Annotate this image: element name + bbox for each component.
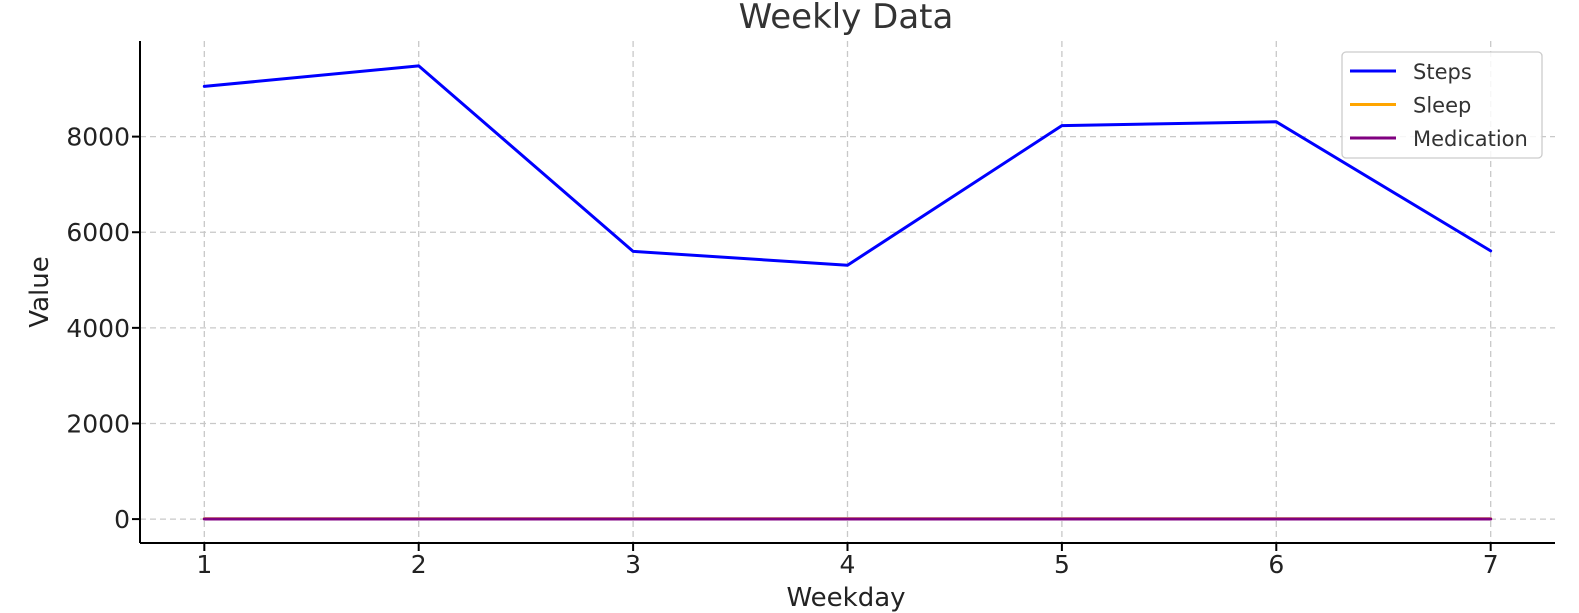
y-tick-label: 8000	[66, 123, 130, 152]
x-tick-label: 1	[196, 550, 212, 579]
legend-label-sleep: Sleep	[1413, 94, 1471, 118]
y-tick-label: 2000	[66, 409, 130, 438]
x-tick-label: 7	[1483, 550, 1499, 579]
legend-label-steps: Steps	[1413, 60, 1472, 84]
x-tick-label: 5	[1054, 550, 1070, 579]
series-layer	[202, 64, 1493, 521]
y-tick-label: 4000	[66, 314, 130, 343]
x-tick-label: 6	[1268, 550, 1284, 579]
y-tick-label: 0	[114, 505, 130, 534]
legend: Steps Sleep Medication	[1341, 51, 1543, 159]
legend-box	[1341, 51, 1543, 159]
legend-label-medication: Medication	[1413, 127, 1528, 151]
x-tick-label: 4	[840, 550, 856, 579]
y-tick-label: 6000	[66, 218, 130, 247]
ticks-layer: 1 2 3 4 5 6 7 0 2000 4000 6000 8000	[66, 123, 1498, 579]
x-tick-label: 2	[411, 550, 427, 579]
y-axis-label: Value	[25, 256, 55, 327]
chart-title: Weekly Data	[739, 0, 954, 37]
x-axis-label: Weekday	[786, 583, 905, 613]
series-line-steps	[202, 64, 1493, 267]
x-tick-label: 3	[625, 550, 641, 579]
